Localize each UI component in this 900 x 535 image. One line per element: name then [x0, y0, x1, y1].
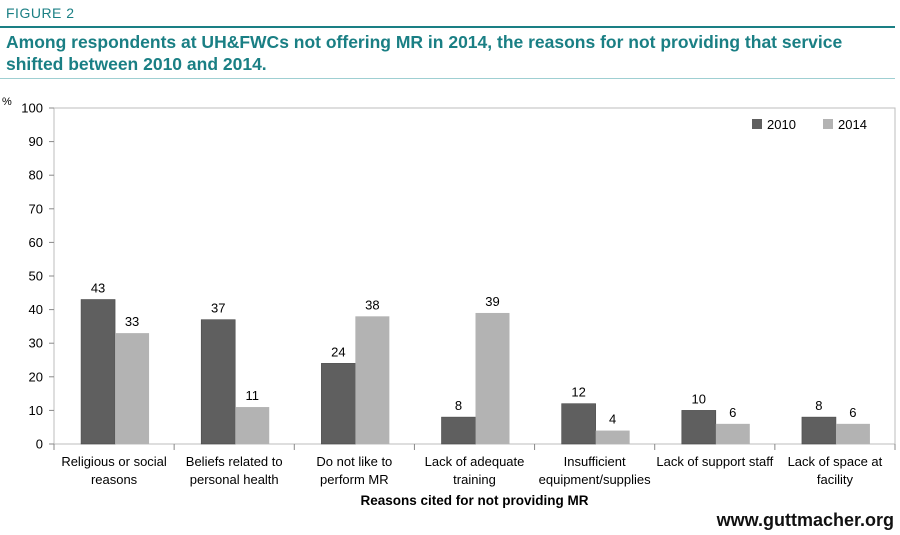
category-label: reasons: [91, 472, 138, 487]
data-label-2014: 38: [365, 297, 379, 312]
data-label-2014: 4: [609, 412, 616, 427]
bar-2014: [235, 407, 270, 444]
y-axis-label: %: [2, 96, 12, 108]
data-label-2010: 43: [91, 281, 105, 296]
category-label: Beliefs related to: [186, 454, 283, 469]
bar-2010: [200, 319, 236, 445]
legend-swatch-2010: [752, 119, 762, 129]
data-label-2014: 39: [485, 294, 499, 309]
bar-2010: [321, 363, 356, 445]
y-tick-label: 70: [29, 201, 43, 216]
y-tick-label: 50: [29, 269, 43, 284]
y-tick-label: 90: [29, 134, 43, 149]
chart-title: Among respondents at UH&FWCs not offerin…: [6, 32, 843, 74]
x-axis-label: Reasons cited for not providing MR: [360, 493, 588, 508]
category-label: Religious or social: [61, 454, 167, 469]
category-label: Do not like to: [316, 454, 392, 469]
y-tick-label: 20: [29, 369, 43, 384]
y-tick-label: 10: [29, 403, 43, 418]
category-label: training: [453, 472, 496, 487]
category-label: facility: [817, 472, 854, 487]
data-label-2014: 33: [125, 314, 139, 329]
y-tick-label: 40: [29, 302, 43, 317]
bar-2010: [681, 410, 717, 445]
category-label: equipment/supplies: [539, 472, 652, 487]
data-label-2014: 11: [245, 388, 259, 403]
bar-2014: [595, 430, 630, 444]
bar-2014: [475, 312, 510, 444]
category-label: perform MR: [320, 472, 389, 487]
data-label-2014: 6: [849, 405, 856, 420]
data-label-2010: 12: [571, 385, 585, 400]
category-label: Lack of adequate: [425, 454, 525, 469]
category-label: Lack of space at: [788, 454, 883, 469]
legend-label-2014: 2014: [838, 117, 867, 132]
bar-2014: [355, 316, 390, 444]
bar-2010: [561, 403, 596, 445]
title-rule-bottom: [0, 78, 895, 79]
data-label-2014: 6: [729, 405, 736, 420]
category-label: Lack of support staff: [656, 454, 773, 469]
data-label-2010: 8: [815, 398, 822, 413]
y-tick-label: 0: [36, 437, 43, 452]
data-label-2010: 24: [331, 344, 345, 359]
y-tick-label: 60: [29, 235, 43, 250]
figure-label: FIGURE 2: [6, 5, 75, 21]
footer-url[interactable]: www.guttmacher.org: [716, 510, 894, 530]
y-tick-label: 100: [21, 101, 43, 116]
category-label: personal health: [190, 472, 279, 487]
plot-frame: [53, 107, 896, 445]
bar-2014: [115, 333, 150, 444]
category-label: Insufficient: [564, 454, 626, 469]
data-label-2010: 10: [692, 391, 706, 406]
data-label-2010: 37: [211, 301, 225, 316]
bar-2010: [80, 299, 116, 445]
y-tick-label: 30: [29, 336, 43, 351]
data-label-2010: 8: [455, 398, 462, 413]
bar-2014: [715, 423, 750, 444]
legend-label-2010: 2010: [767, 117, 796, 132]
y-tick-label: 80: [29, 168, 43, 183]
bar-2010: [441, 416, 476, 445]
bar-2014: [835, 423, 870, 444]
bar-2010: [801, 416, 837, 445]
title-rule-top: [0, 26, 895, 28]
legend-swatch-2014: [823, 119, 833, 129]
